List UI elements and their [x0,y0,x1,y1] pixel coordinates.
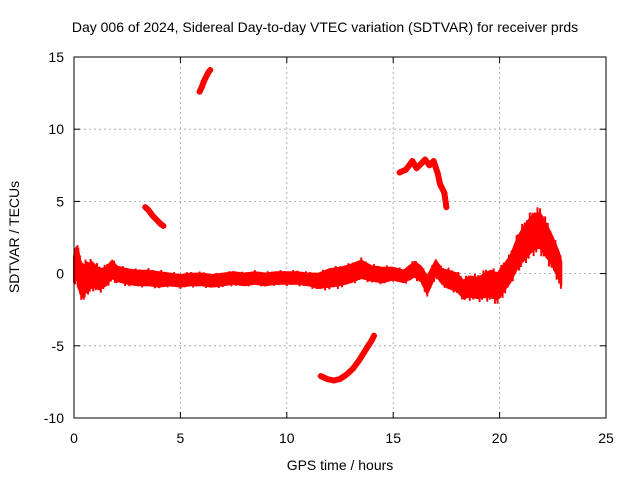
data-point [371,332,378,339]
data-point [430,157,437,164]
y-axis-label: SDTVAR / TECUs [6,181,22,293]
x-axis-label: GPS time / hours [287,457,394,473]
data-point [368,337,375,344]
data-point [396,169,403,176]
data-point [200,78,207,85]
y-tick-label: 15 [48,49,64,65]
series-main-band [73,207,563,304]
data-point [202,74,209,81]
series-arc-4 [317,332,378,384]
y-tick-label: 5 [56,193,64,209]
y-tick-labels: -10 -5 0 5 10 15 [44,49,64,426]
data-point [343,371,350,378]
arc-line [317,332,377,384]
x-tick-labels: 0 5 10 15 20 25 [70,430,614,446]
y-tick-label: -10 [44,410,64,426]
data-point [402,166,409,173]
data-point [417,160,424,167]
data-point [142,204,149,211]
y-tick-label: -5 [52,338,65,354]
y-tick-label: 0 [56,266,64,282]
plot-frame [73,56,607,419]
data-point [207,66,214,73]
data-point [409,157,416,164]
data-point [196,88,203,95]
data-point [198,84,205,91]
data-point [337,376,343,383]
data-point [160,222,167,229]
x-tick-label: 10 [279,430,295,446]
data-point [362,347,369,354]
data-point [149,212,156,219]
x-tick-label: 15 [385,430,401,446]
data-point [437,181,444,188]
x-tick-label: 25 [598,430,614,446]
data-point [145,207,152,214]
data-point [324,376,331,383]
data-point [422,156,429,163]
series-arc-1 [196,66,214,95]
data-point [330,377,337,384]
data-point [434,170,441,177]
x-tick-label: 20 [492,430,508,446]
data-point [153,217,160,224]
x-tick-label: 5 [177,430,185,446]
data-point [349,365,356,372]
series-arc-2 [142,204,167,229]
data-point [426,162,433,169]
data-point [441,189,448,196]
x-tick-label: 0 [70,430,78,446]
data-point [413,165,420,172]
data-point [443,204,450,211]
y-tick-label: 10 [48,121,64,137]
data-point [356,357,363,364]
data-point [317,373,324,380]
data-series [73,66,563,384]
series-arc-3 [396,156,450,211]
chart-title: Day 006 of 2024, Sidereal Day-to-day VTE… [72,19,578,35]
